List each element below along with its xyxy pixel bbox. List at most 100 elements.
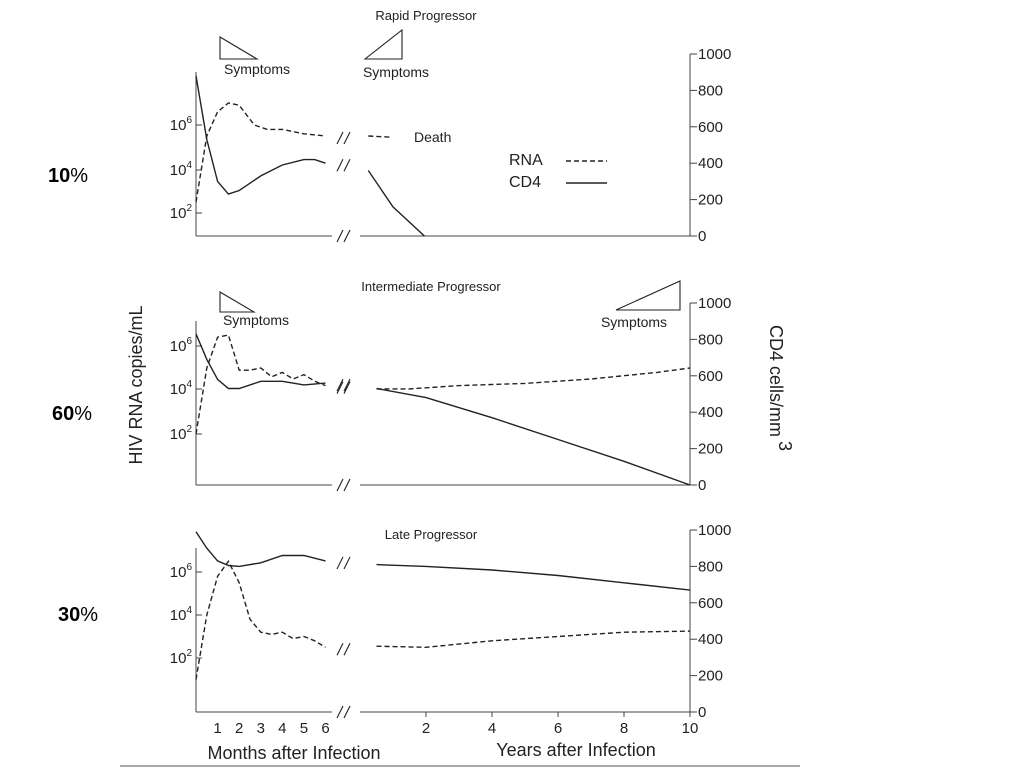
panel-2-left-tick-label-4-base: 10: [170, 381, 187, 398]
panel-3-axis-break-b: [343, 705, 351, 719]
panel-2-left-tick-label-2-exp: 2: [186, 424, 192, 435]
panel-1-cd4-line-months: [195, 75, 326, 195]
panel-3-percentage-sign: %: [80, 604, 98, 626]
panel-2-right-tick-label-600: 600: [698, 368, 723, 385]
right-axis-title-text: CD4 cells/mm: [766, 325, 786, 437]
x-years-tick-label-2: 2: [422, 720, 430, 737]
panel-2-rna-line-break-a: [336, 381, 344, 394]
right-axis-title-exp: 3: [775, 441, 795, 451]
legend-label-cd4: CD4: [509, 174, 541, 191]
panel-1-cd4-line-break-b: [343, 158, 351, 172]
panel-3-right-tick-label-800: 800: [698, 558, 723, 575]
panel-3-left-tick-label-4-exp: 4: [186, 605, 192, 616]
panel-1-symptoms-label-early: Symptoms: [224, 61, 290, 77]
panel-2-percentage-value: 60: [52, 403, 74, 425]
panel-2-cd4-line-break-b: [343, 378, 351, 392]
panel-1-percentage-value: 10: [48, 165, 70, 187]
panel-1-left-tick-label-6-base: 10: [170, 117, 187, 134]
panel-2-percentage: 60%: [52, 403, 92, 425]
x-months-tick-label-3: 3: [257, 720, 265, 737]
x-months-tick-label-2: 2: [235, 720, 243, 737]
panel-1-title: Rapid Progressor: [375, 8, 477, 23]
x-years-tick-label-10: 10: [682, 720, 699, 737]
panel-3-left-tick-label-6: 106: [170, 562, 193, 581]
panel-1-percentage-sign: %: [70, 165, 88, 187]
panel-3-rna-line-break-b: [343, 643, 351, 656]
panel-1-death-label: Death: [414, 129, 451, 145]
legend-label-rna: RNA: [509, 152, 543, 169]
panel-1-axis-break-b: [343, 229, 351, 243]
panel-3-left-tick-label-2-base: 10: [170, 650, 187, 667]
panel-2-left-tick-label-4: 104: [170, 379, 193, 398]
panel-1-right-tick-label-800: 800: [698, 82, 723, 99]
panel-2-axis-break-a: [336, 478, 344, 492]
panel-2-right-tick-label-400: 400: [698, 404, 723, 421]
panel-3-rna-line-months: [195, 559, 326, 680]
panel-3-title: Late Progressor: [385, 527, 478, 542]
panel-2-left-tick-label-2: 102: [170, 424, 193, 443]
panel-3-left-tick-label-2: 102: [170, 648, 193, 667]
x-years-axis-label: Years after Infection: [496, 740, 655, 760]
panel-3-left-tick-label-4: 104: [170, 605, 193, 624]
panel-1-right-tick-label-400: 400: [698, 155, 723, 172]
x-months-axis-label: Months after Infection: [207, 743, 380, 763]
panel-1-right-tick-label-0: 0: [698, 228, 706, 245]
panel-2-cd4-line-months: [195, 333, 326, 390]
panel-2-left-tick-label-6-exp: 6: [186, 336, 192, 347]
panel-2-symptoms-label-early: Symptoms: [223, 312, 289, 328]
panel-3-percentage-value: 30: [58, 604, 80, 626]
panel-1-rna-line-months: [195, 102, 326, 203]
panel-1-rna-line-break-a: [336, 131, 344, 145]
x-months-tick-label-6: 6: [321, 720, 329, 737]
panel-1-symptoms-label-late: Symptoms: [363, 64, 429, 80]
panel-3-rna-line-break-a: [336, 643, 344, 656]
panel-2-right-tick-label-800: 800: [698, 331, 723, 348]
panel-1-cd4-line-years: [367, 170, 425, 237]
x-months-tick-label-1: 1: [213, 720, 221, 737]
panel-2-right-tick-label-200: 200: [698, 441, 723, 458]
panel-1-right-tick-label-200: 200: [698, 192, 723, 209]
panel-2-rna-line-months: [195, 334, 326, 435]
panel-1-cd4-line-break-a: [336, 158, 344, 172]
panel-2-title: Intermediate Progressor: [361, 279, 501, 294]
panel-1-rna-line-years: [368, 135, 390, 138]
panel-3-left-tick-label-6-base: 10: [170, 564, 187, 581]
x-months-tick-label-5: 5: [300, 720, 308, 737]
panel-2-symptoms-triangle-late: [615, 280, 681, 311]
panel-2-left-tick-label-4-exp: 4: [186, 379, 192, 390]
panel-1-left-tick-label-2-exp: 2: [186, 203, 192, 214]
panel-1-symptoms-triangle-late: [363, 28, 403, 60]
panel-3-cd4-line-years: [376, 563, 691, 591]
panel-1-symptoms-triangle-early: [219, 36, 260, 60]
x-years-tick-label-4: 4: [488, 720, 496, 737]
panel-2-left-tick-label-6-base: 10: [170, 338, 187, 355]
panel-1-axis-break-a: [336, 229, 344, 243]
panel-1-left-tick-label-2-base: 10: [170, 205, 187, 222]
right-axis-title: CD4 cells/mm 3: [766, 325, 795, 451]
panel-1-percentage: 10%: [48, 165, 88, 187]
panel-2-axis-break-b: [343, 478, 351, 492]
x-months-tick-label-4: 4: [278, 720, 286, 737]
panel-1-right-tick-label-1000: 1000: [698, 46, 731, 63]
panel-1-left-tick-label-4-base: 10: [170, 162, 187, 179]
panel-3-right-tick-label-200: 200: [698, 668, 723, 685]
panel-2-rna-line-break-b: [343, 381, 351, 394]
panel-3-right-tick-label-400: 400: [698, 631, 723, 648]
panel-2-left-tick-label-2-base: 10: [170, 426, 187, 443]
panel-1-left-tick-label-6: 106: [170, 115, 193, 134]
panel-2-symptoms-label-late: Symptoms: [601, 314, 667, 330]
panel-3-right-tick-label-0: 0: [698, 704, 706, 721]
panel-1-left-tick-label-2: 102: [170, 203, 193, 222]
panel-1-rna-line-break-b: [343, 131, 351, 145]
panel-3-left-tick-label-6-exp: 6: [186, 562, 192, 573]
panel-3-right-tick-label-600: 600: [698, 595, 723, 612]
panel-2-right-tick-label-1000: 1000: [698, 295, 731, 312]
panel-2-percentage-sign: %: [74, 403, 92, 425]
panel-2-cd4-line-break-a: [336, 378, 344, 392]
panel-2-left-tick-label-6: 106: [170, 336, 193, 355]
panel-1-left-tick-label-4: 104: [170, 160, 193, 179]
panel-3-axis-break-a: [336, 705, 344, 719]
panel-3-cd4-line-break-a: [336, 556, 344, 570]
